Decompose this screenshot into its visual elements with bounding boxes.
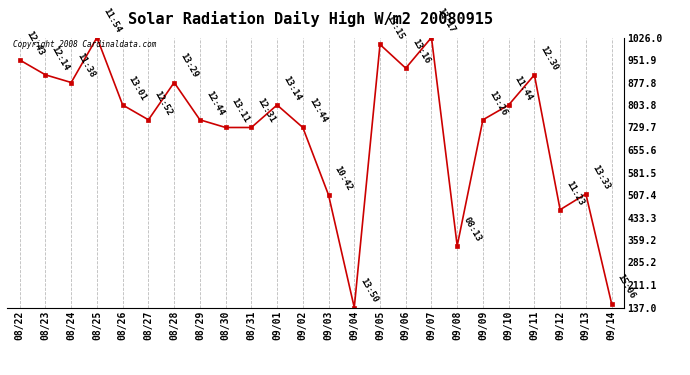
Text: 08:13: 08:13 <box>462 215 482 243</box>
Text: 13:26: 13:26 <box>487 89 509 117</box>
Text: 10:42: 10:42 <box>333 165 354 192</box>
Text: 12:31: 12:31 <box>255 97 277 125</box>
Text: 13:17: 13:17 <box>435 7 457 35</box>
Text: 15:06: 15:06 <box>615 273 637 301</box>
Text: 13:11: 13:11 <box>230 97 251 125</box>
Text: 13:14: 13:14 <box>282 74 302 102</box>
Text: 12:44: 12:44 <box>307 97 328 125</box>
Text: 12:52: 12:52 <box>152 89 174 117</box>
Text: 12:43: 12:43 <box>24 30 45 57</box>
Text: 11:54: 11:54 <box>101 7 122 35</box>
Text: 12:44: 12:44 <box>204 89 225 117</box>
Text: 11:23: 11:23 <box>564 179 586 207</box>
Text: 13:01: 13:01 <box>127 74 148 102</box>
Text: 13:50: 13:50 <box>358 277 380 305</box>
Text: 12:14: 12:14 <box>50 44 71 72</box>
Text: 13:29: 13:29 <box>178 52 199 80</box>
Text: 13:16: 13:16 <box>410 38 431 65</box>
Text: 11:44: 11:44 <box>513 74 534 102</box>
Text: 13:33: 13:33 <box>590 164 611 191</box>
Text: 11:38: 11:38 <box>75 52 97 80</box>
Text: 13:15: 13:15 <box>384 14 406 42</box>
Text: 12:30: 12:30 <box>539 44 560 72</box>
Text: Copyright 2008 Cardinaldata.com: Copyright 2008 Cardinaldata.com <box>13 40 157 49</box>
Text: Solar Radiation Daily High W/m2 20080915: Solar Radiation Daily High W/m2 20080915 <box>128 11 493 27</box>
